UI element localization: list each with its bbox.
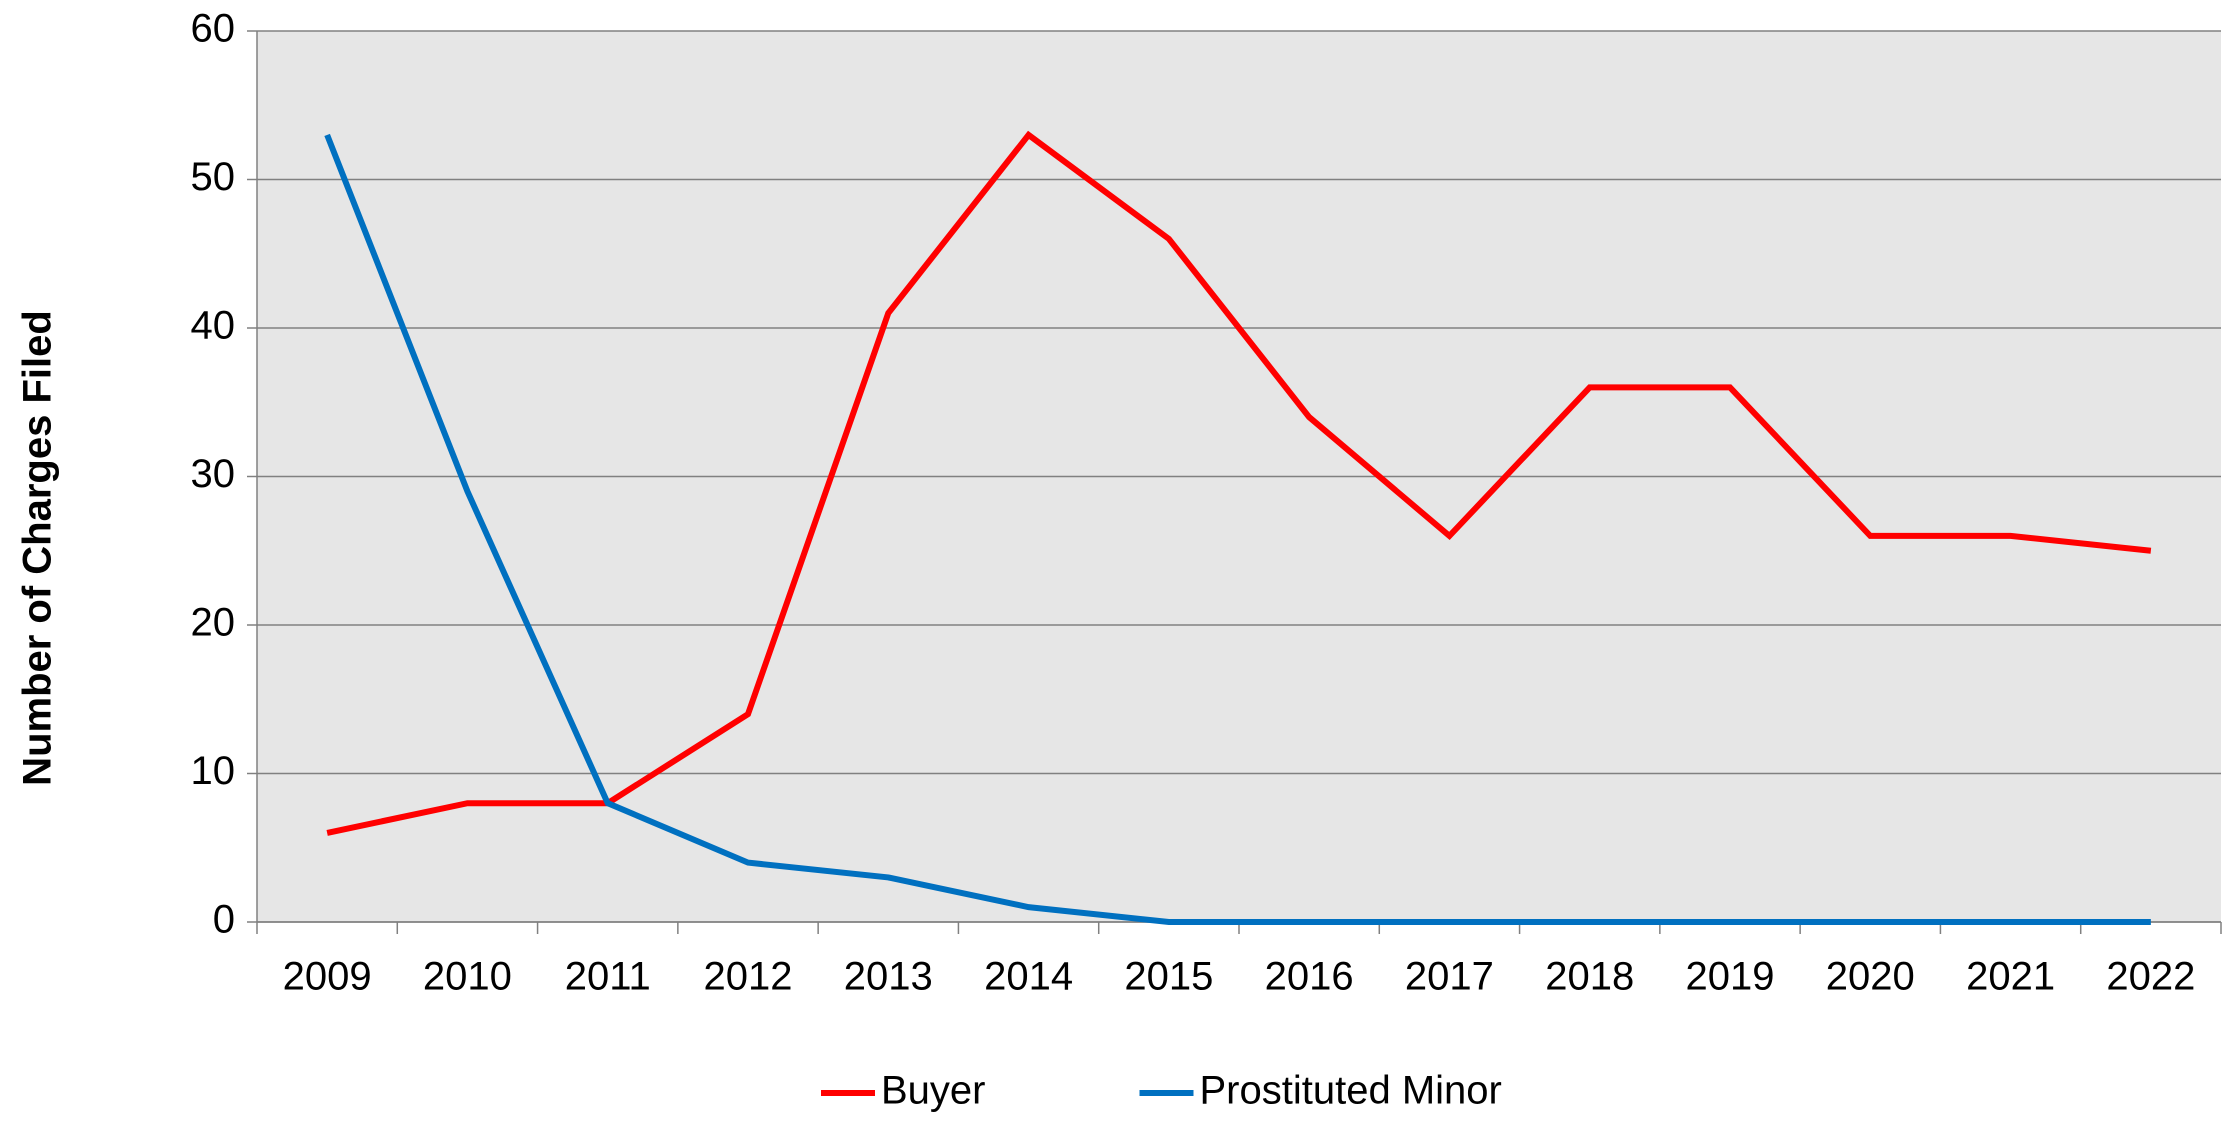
x-tick-label: 2015: [1124, 955, 1213, 999]
y-tick-label: 20: [191, 601, 236, 645]
y-tick-label: 50: [191, 155, 236, 199]
x-tick-label: 2011: [565, 955, 651, 999]
x-tick-label: 2012: [704, 955, 793, 999]
x-tick-label: 2018: [1545, 955, 1634, 999]
x-tick-label: 2022: [2106, 955, 2195, 999]
x-tick-label: 2010: [423, 955, 512, 999]
y-tick-label: 10: [191, 749, 236, 793]
y-tick-label: 40: [191, 304, 236, 348]
x-tick-label: 2014: [984, 955, 1073, 999]
y-tick-label: 0: [213, 898, 235, 942]
y-tick-label: 30: [191, 452, 236, 496]
y-tick-label: 60: [191, 7, 236, 51]
x-tick-label: 2013: [844, 955, 933, 999]
legend-label: Prostituted Minor: [1200, 1069, 1502, 1113]
y-axis-label: Number of Charges Filed: [16, 310, 60, 786]
x-tick-label: 2009: [283, 955, 372, 999]
x-tick-label: 2021: [1966, 955, 2055, 999]
series-line: [324, 133, 2151, 925]
x-tick-label: 2016: [1265, 955, 1354, 999]
series-line: [326, 130, 2152, 836]
x-tick-label: 2017: [1405, 955, 1494, 999]
x-tick-label: 2020: [1826, 955, 1915, 999]
x-tick-label: 2019: [1686, 955, 1775, 999]
legend-label: Buyer: [881, 1069, 986, 1113]
